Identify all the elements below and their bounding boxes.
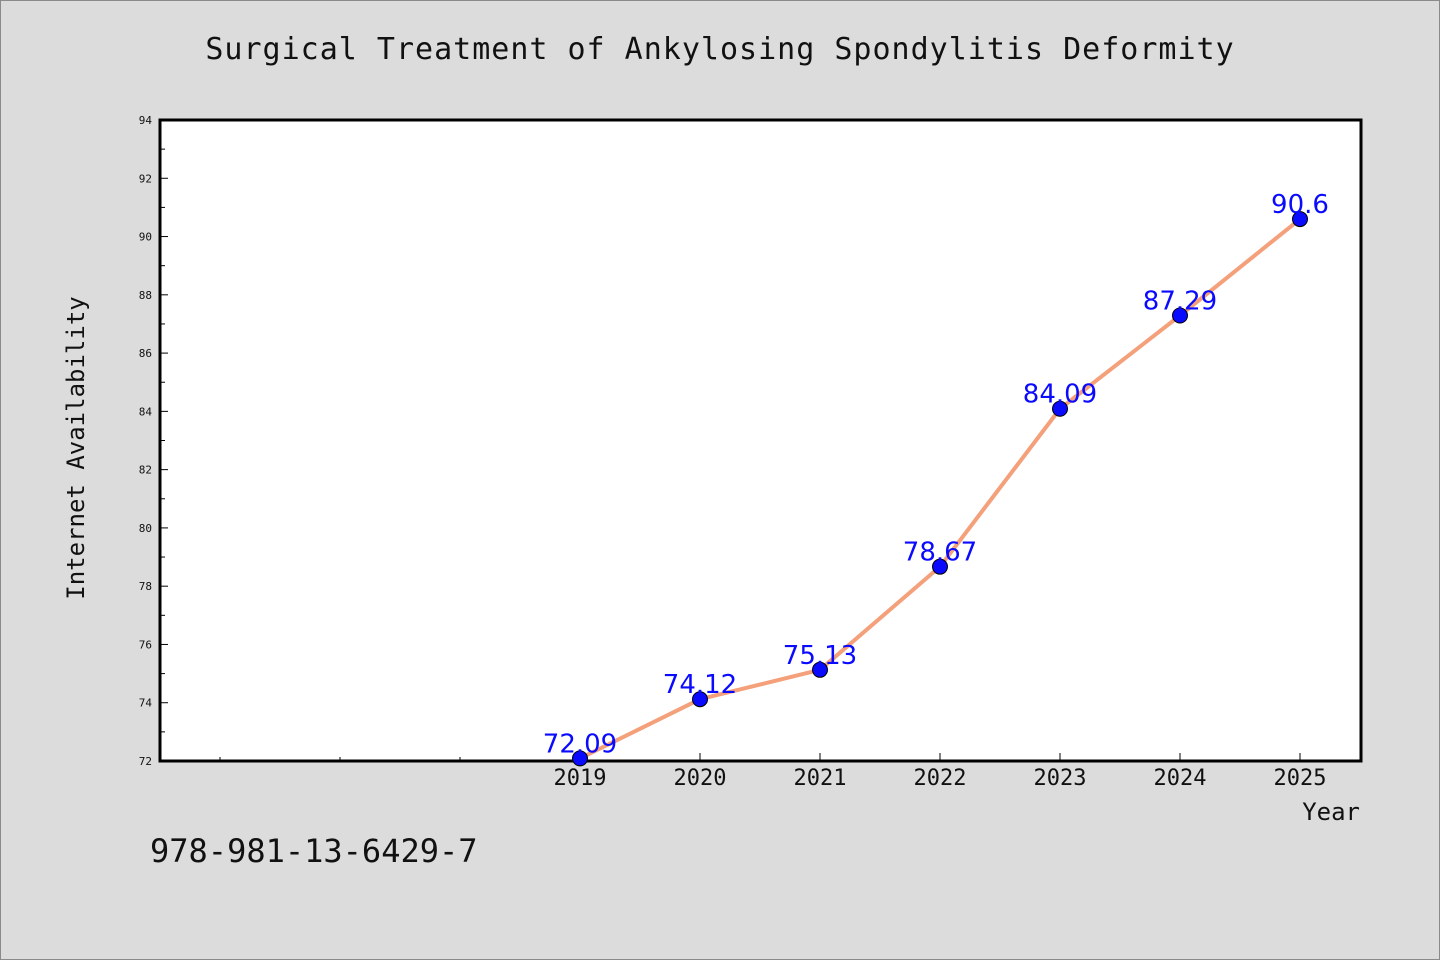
data-point xyxy=(812,661,828,678)
y-tick-label: 88 xyxy=(139,289,152,302)
y-tick-label: 84 xyxy=(139,405,153,418)
data-label: 74.12 xyxy=(663,670,737,700)
x-tick-label: 2020 xyxy=(674,766,727,791)
y-tick-label: 80 xyxy=(139,522,152,535)
y-tick-label: 82 xyxy=(139,464,152,477)
y-tick-label: 78 xyxy=(139,580,152,593)
data-label: 78.67 xyxy=(903,538,977,568)
x-axis-label: Year xyxy=(1302,798,1360,826)
data-label: 84.09 xyxy=(1023,380,1097,410)
y-tick-label: 74 xyxy=(139,697,153,710)
y-tick-label: 94 xyxy=(139,114,153,127)
data-label: 87.29 xyxy=(1143,287,1217,317)
y-tick-label: 86 xyxy=(139,347,152,360)
data-label: 90.6 xyxy=(1271,190,1329,220)
y-tick-label: 92 xyxy=(139,172,152,185)
isbn-text: 978-981-13-6429-7 xyxy=(150,832,478,870)
data-point xyxy=(572,750,588,767)
x-axis-ticks: 2019 2020 2021 2022 2023 2024 2025 xyxy=(219,753,1327,791)
x-tick-label: 2022 xyxy=(914,766,967,791)
data-point xyxy=(1292,211,1308,228)
x-tick-label: 2021 xyxy=(794,766,847,791)
chart-title: Surgical Treatment of Ankylosing Spondyl… xyxy=(205,32,1235,67)
plot-area xyxy=(158,118,1363,763)
series-markers xyxy=(572,211,1308,767)
x-tick-label: 2024 xyxy=(1154,766,1207,791)
data-labels: 72.09 74.12 75.13 78.67 84.09 87.29 90.6 xyxy=(543,190,1329,759)
data-point xyxy=(1172,307,1188,324)
data-label: 75.13 xyxy=(783,641,857,671)
y-tick-label: 90 xyxy=(139,231,152,244)
y-tick-label: 76 xyxy=(139,638,152,651)
y-axis-ticks: 72 74 76 78 80 82 84 86 88 90 92 94 xyxy=(139,114,168,768)
x-tick-label: 2025 xyxy=(1274,766,1327,791)
data-point xyxy=(932,558,948,575)
x-tick-label: 2023 xyxy=(1034,766,1087,791)
x-tick-label: 2019 xyxy=(554,766,607,791)
data-point xyxy=(692,691,708,708)
data-point xyxy=(1052,400,1068,417)
y-tick-label: 72 xyxy=(139,755,152,768)
y-axis-label: Internet Availability xyxy=(62,296,90,599)
data-label: 72.09 xyxy=(543,729,617,759)
